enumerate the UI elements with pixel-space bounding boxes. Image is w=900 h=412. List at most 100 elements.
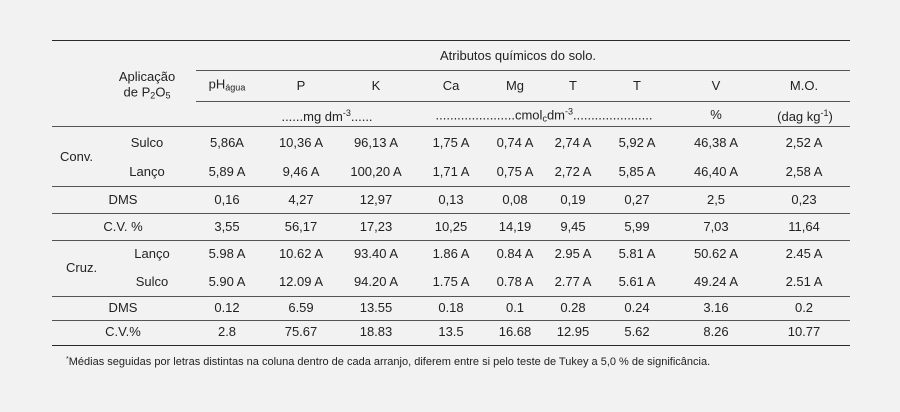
units-rule bbox=[52, 126, 850, 127]
table-cell: 46,40 A bbox=[693, 164, 739, 179]
table-cell: 56,17 bbox=[284, 219, 318, 234]
table-cell: 46,38 A bbox=[693, 135, 739, 150]
table-cell: 13.5 bbox=[438, 324, 464, 339]
table-cell: 0.84 A bbox=[496, 246, 534, 261]
table-cell: 2.8 bbox=[217, 324, 237, 339]
table-cell: 0.18 bbox=[438, 300, 464, 315]
table-cell: 2,72 A bbox=[554, 164, 592, 179]
table-cell: 4,27 bbox=[288, 192, 314, 207]
group-title: Atributos químicos do solo. bbox=[439, 48, 597, 63]
table-cell: 5.62 bbox=[624, 324, 650, 339]
table-cell: 13.55 bbox=[359, 300, 393, 315]
table-cell: 5.98 A bbox=[208, 246, 246, 261]
table-cell: 18.83 bbox=[359, 324, 393, 339]
application-label-line2: de P2O5 bbox=[123, 84, 171, 101]
row-label-cruz-lanco: Lanço bbox=[134, 246, 170, 261]
table-cell: 6.59 bbox=[288, 300, 314, 315]
table-cell: 1.75 A bbox=[432, 274, 470, 289]
table-cell: 5,92 A bbox=[618, 135, 656, 150]
col-header-mo: M.O. bbox=[789, 78, 819, 93]
table-cell: 0,75 A bbox=[496, 164, 534, 179]
col-header-ca: Ca bbox=[442, 78, 460, 93]
table-cell: 0,74 A bbox=[496, 135, 534, 150]
col-header-k: K bbox=[371, 78, 381, 93]
units-subrule bbox=[196, 101, 850, 102]
units-cmol: ......................cmolcdm-3.........… bbox=[435, 106, 653, 124]
table-cell: 75.67 bbox=[284, 324, 318, 339]
table-cell: 2,58 A bbox=[785, 164, 823, 179]
table-cell: 0.1 bbox=[505, 300, 525, 315]
table-cell: 96,13 A bbox=[353, 135, 399, 150]
table-cell: 7,03 bbox=[703, 219, 729, 234]
col-header-p: P bbox=[296, 78, 306, 93]
group-label-conv: Conv. bbox=[60, 149, 93, 164]
table-cell: 10.77 bbox=[787, 324, 821, 339]
application-label-line1: Aplicação bbox=[118, 69, 176, 84]
table-cell: 0.24 bbox=[624, 300, 650, 315]
row-label-cruz-sulco: Sulco bbox=[135, 274, 169, 289]
table-cell: 0,16 bbox=[214, 192, 240, 207]
table-cell: 17,23 bbox=[359, 219, 393, 234]
row-label-dms2: DMS bbox=[108, 300, 138, 315]
table-cell: 9,46 A bbox=[282, 164, 320, 179]
table-cell: 10,36 A bbox=[278, 135, 324, 150]
conv-end-rule bbox=[52, 186, 850, 187]
dms2-end-rule bbox=[52, 320, 850, 321]
table-cell: 2,5 bbox=[706, 192, 726, 207]
table-cell: 2.51 A bbox=[785, 274, 823, 289]
row-label-cv1: C.V. % bbox=[103, 219, 143, 234]
table-cell: 0.12 bbox=[214, 300, 240, 315]
table-cell: 5,89 A bbox=[208, 164, 246, 179]
table-cell: 49.24 A bbox=[693, 274, 739, 289]
table-cell: 100,20 A bbox=[350, 164, 402, 179]
col-header-t2: T bbox=[633, 78, 641, 93]
col-header-mg: Mg bbox=[505, 78, 525, 93]
table-cell: 93.40 A bbox=[353, 246, 399, 261]
table-cell: 0,08 bbox=[502, 192, 528, 207]
cv1-end-rule bbox=[52, 240, 850, 241]
table-cell: 5,99 bbox=[624, 219, 650, 234]
table-cell: 1,71 A bbox=[432, 164, 470, 179]
col-header-v: V bbox=[711, 78, 721, 93]
table-cell: 12.09 A bbox=[278, 274, 324, 289]
table-cell: 0.2 bbox=[794, 300, 814, 315]
table-cell: 5,86A bbox=[210, 135, 244, 150]
table-cell: 3.16 bbox=[703, 300, 729, 315]
table-cell: 9,45 bbox=[560, 219, 586, 234]
table-cell: 0,19 bbox=[560, 192, 586, 207]
table-cell: 14,19 bbox=[498, 219, 532, 234]
header-subrule bbox=[196, 70, 850, 71]
table-cell: 94.20 A bbox=[353, 274, 399, 289]
table-cell: 50.62 A bbox=[693, 246, 739, 261]
table-cell: 11,64 bbox=[788, 219, 820, 234]
table-cell: 2.95 A bbox=[554, 246, 592, 261]
table-cell: 5.90 A bbox=[208, 274, 246, 289]
table-cell: 0.78 A bbox=[496, 274, 534, 289]
col-header-t1: T bbox=[569, 78, 577, 93]
table-cell: 3,55 bbox=[214, 219, 240, 234]
table-cell: 10,25 bbox=[434, 219, 468, 234]
table-cell: 5,85 A bbox=[618, 164, 656, 179]
table-cell: 5.81 A bbox=[618, 246, 656, 261]
group-label-cruz: Cruz. bbox=[66, 260, 98, 275]
table-cell: 0.28 bbox=[560, 300, 586, 315]
table-cell: 10.62 A bbox=[278, 246, 324, 261]
row-label-cv2: C.V.% bbox=[105, 324, 141, 339]
cruz-end-rule bbox=[52, 296, 850, 297]
table-cell: 12.95 bbox=[556, 324, 590, 339]
table-cell: 2,52 A bbox=[785, 135, 823, 150]
bottom-rule bbox=[52, 345, 850, 346]
footnote: *Médias seguidas por letras distintas na… bbox=[66, 356, 711, 368]
table-cell: 0,23 bbox=[791, 192, 817, 207]
top-rule bbox=[52, 40, 850, 41]
table-cell: 16.68 bbox=[498, 324, 532, 339]
table-cell: 8.26 bbox=[703, 324, 729, 339]
table-cell: 2.77 A bbox=[554, 274, 592, 289]
row-label-conv-lanco: Lanço bbox=[129, 164, 165, 179]
table-cell: 1.86 A bbox=[432, 246, 470, 261]
row-label-dms1: DMS bbox=[108, 192, 138, 207]
table-cell: 2.45 A bbox=[785, 246, 823, 261]
units-mg: ......mg dm-3...... bbox=[281, 108, 373, 124]
table-cell: 0,13 bbox=[438, 192, 464, 207]
units-mo: (dag kg-1) bbox=[777, 108, 833, 124]
